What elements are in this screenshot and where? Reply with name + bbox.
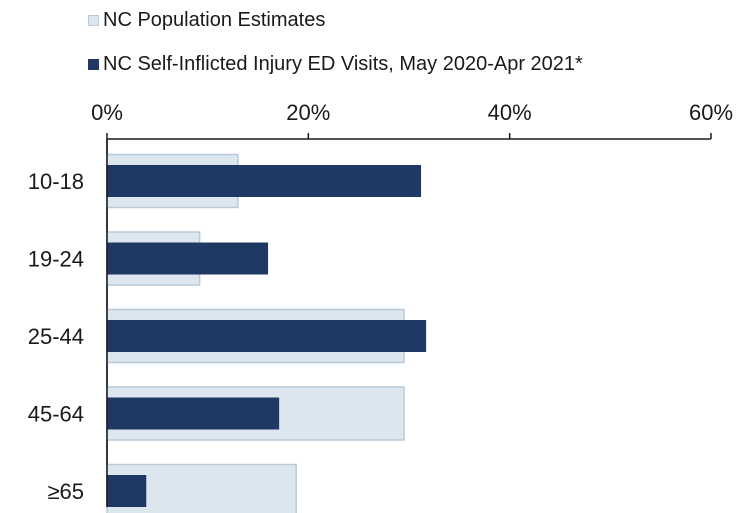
x-tick-label: 20%	[286, 100, 330, 125]
bar-ed-visits	[107, 475, 147, 507]
category-label: 25-44	[28, 324, 84, 349]
legend-label-ed-visits: NC Self-Inflicted Injury ED Visits, May …	[103, 52, 583, 75]
x-tick-label: 0%	[91, 100, 123, 125]
legend-item-ed-visits: NC Self-Inflicted Injury ED Visits, May …	[88, 50, 583, 78]
legend-label-population: NC Population Estimates	[103, 8, 326, 31]
legend-item-population: NC Population Estimates	[88, 6, 583, 34]
bar-ed-visits	[107, 397, 280, 430]
category-label: 10-18	[28, 169, 84, 194]
legend-swatch-ed-visits	[88, 58, 99, 70]
bar-ed-visits	[107, 165, 422, 197]
x-tick-label: 60%	[689, 100, 733, 125]
category-label: 19-24	[28, 247, 84, 272]
legend-swatch-population	[88, 14, 99, 26]
x-tick-label: 40%	[488, 100, 532, 125]
chart-legend: NC Population Estimates NC Self-Inflicte…	[88, 6, 583, 94]
bar-ed-visits	[107, 320, 427, 352]
category-label: 45-64	[28, 402, 84, 427]
bar-ed-visits	[107, 242, 269, 275]
category-label: ≥65	[47, 479, 84, 504]
